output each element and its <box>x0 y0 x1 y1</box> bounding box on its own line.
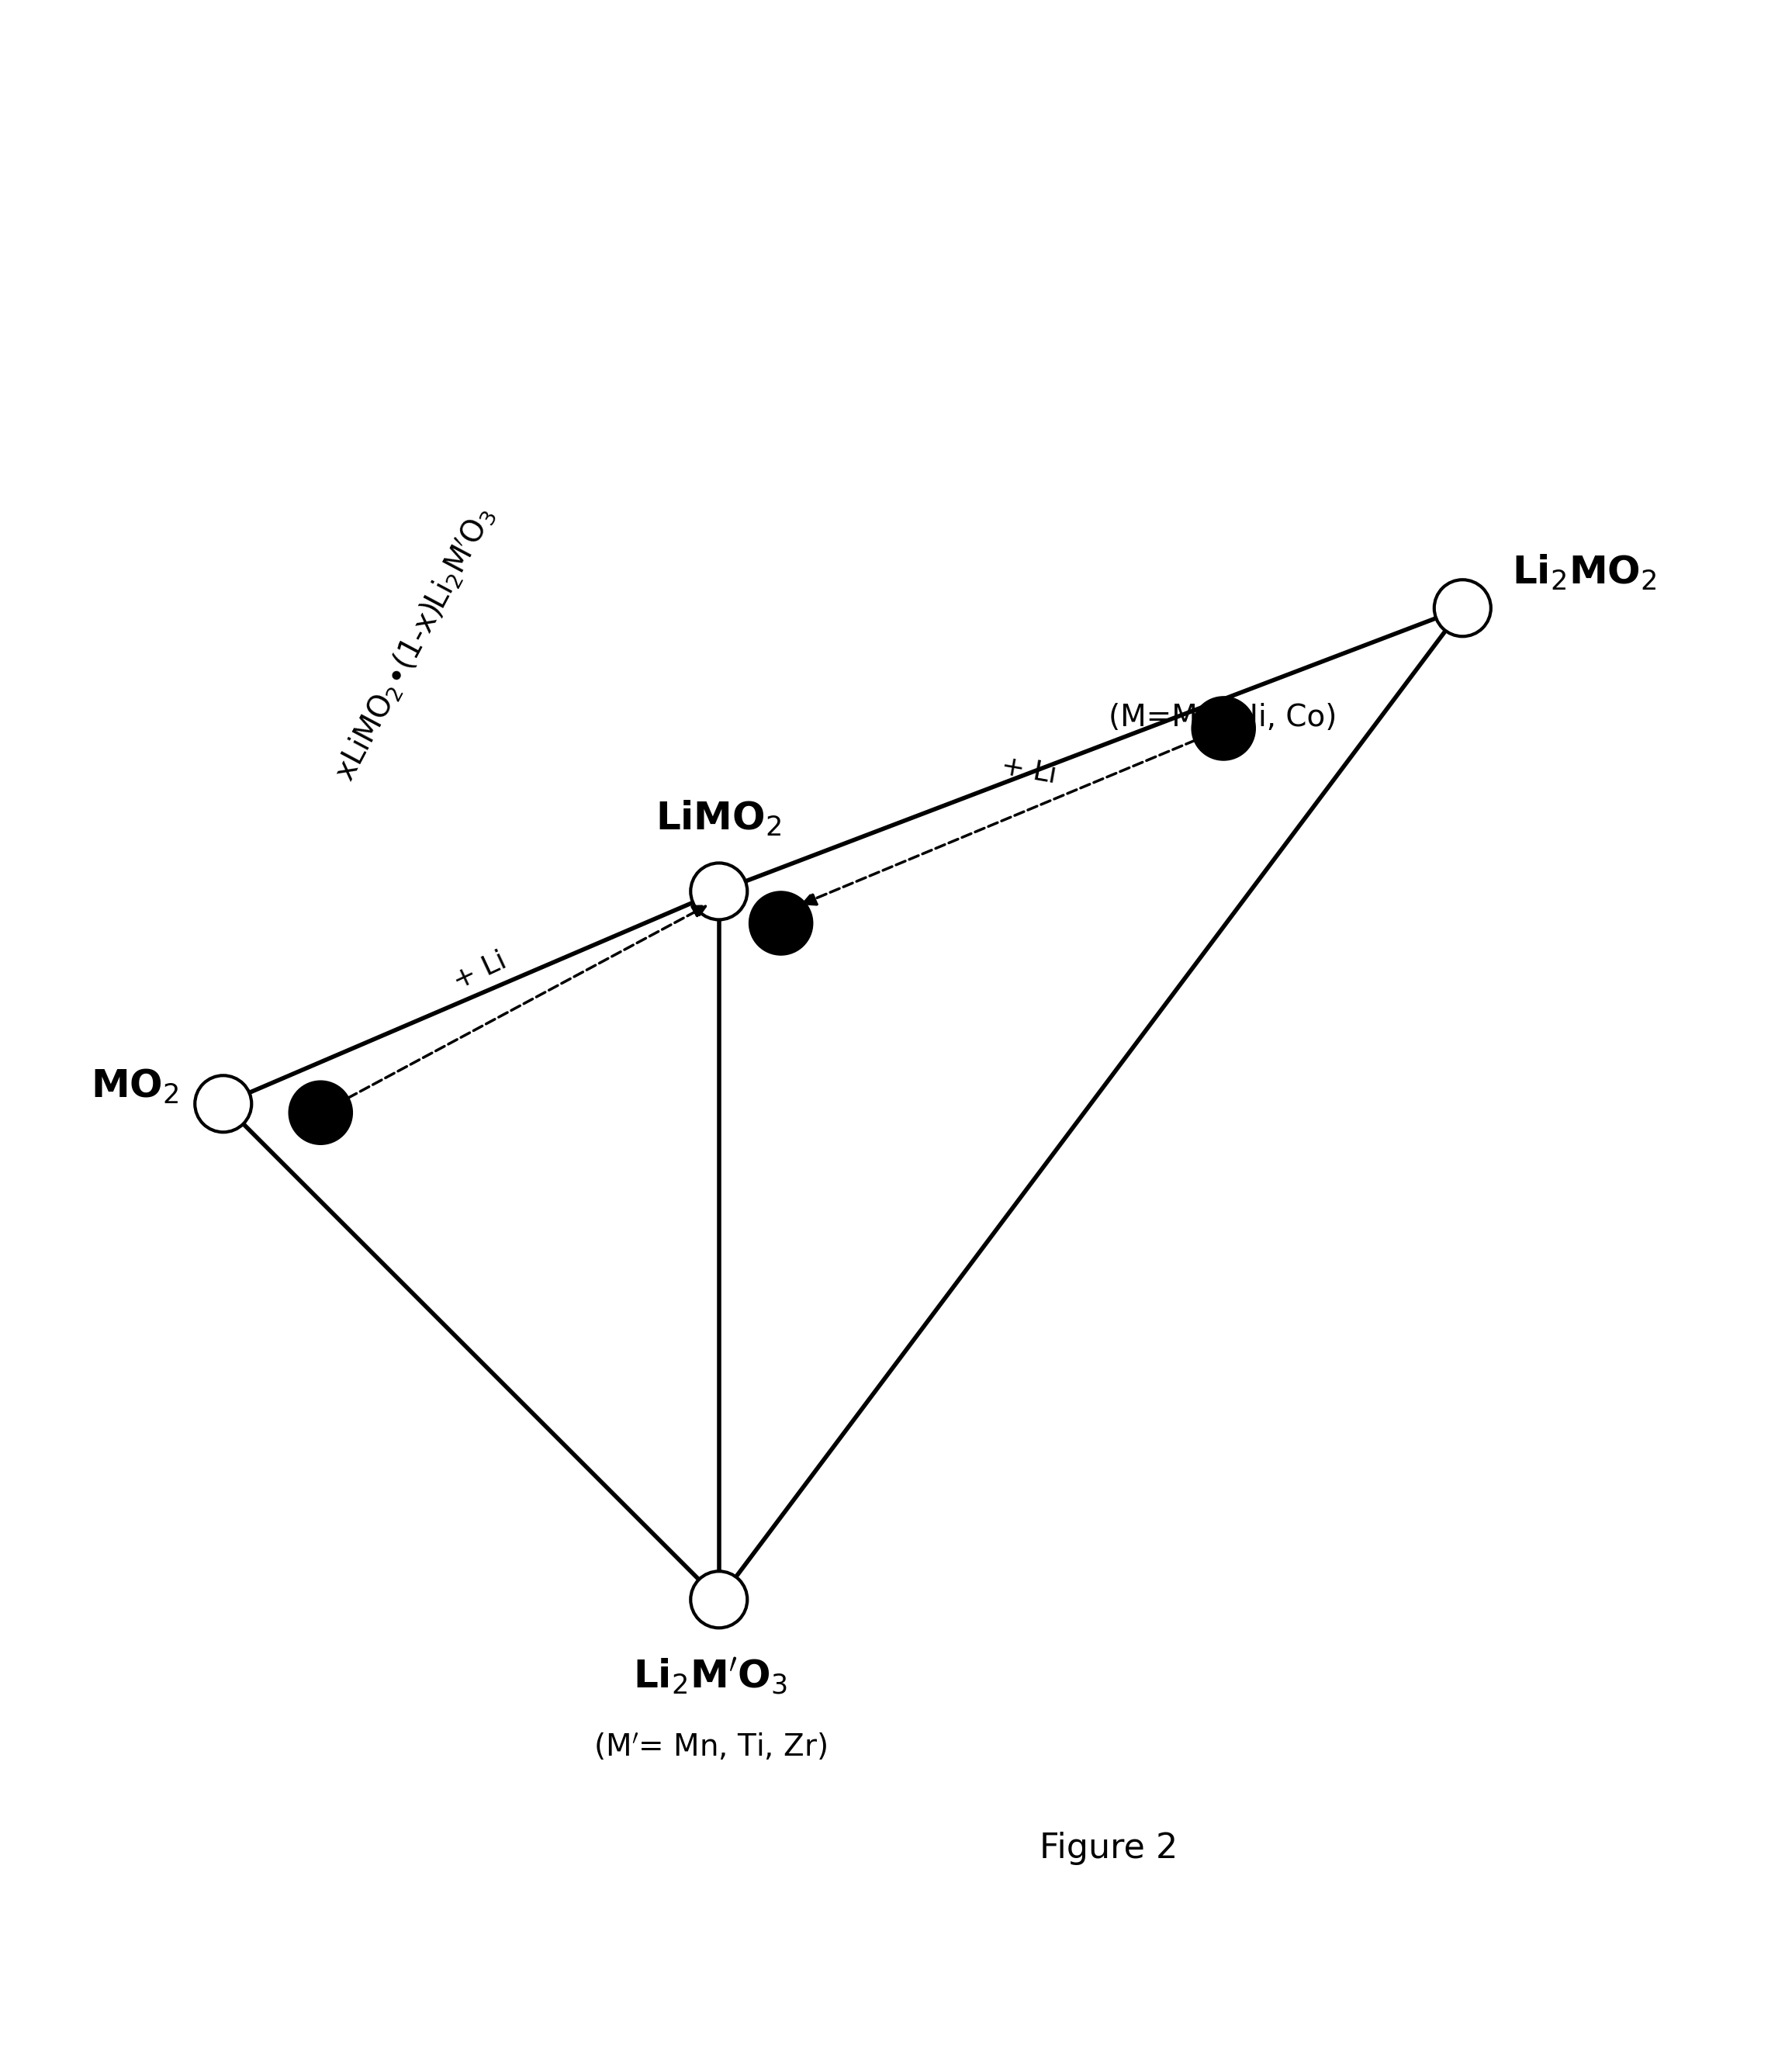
Circle shape <box>690 864 747 919</box>
Text: xLiMO$_2$$\bullet$(1-x)Li$_2$M$'$O$_3$: xLiMO$_2$$\bullet$(1-x)Li$_2$M$'$O$_3$ <box>330 502 500 785</box>
Text: Li$_2$M$'$O$_3$: Li$_2$M$'$O$_3$ <box>633 1657 787 1696</box>
Text: + Li: + Li <box>998 754 1059 789</box>
Circle shape <box>1192 696 1256 760</box>
Text: (M$'$= Mn, Ti, Zr): (M$'$= Mn, Ti, Zr) <box>593 1733 826 1762</box>
Circle shape <box>195 1076 251 1132</box>
Text: MO$_2$: MO$_2$ <box>91 1066 179 1105</box>
Text: (M=Mn, Ni, Co): (M=Mn, Ni, Co) <box>1109 702 1337 731</box>
Circle shape <box>749 890 814 954</box>
Text: LiMO$_2$: LiMO$_2$ <box>656 800 781 839</box>
Text: Figure 2: Figure 2 <box>1039 1833 1177 1866</box>
Circle shape <box>1434 581 1491 636</box>
Text: Li$_2$MO$_2$: Li$_2$MO$_2$ <box>1512 554 1658 593</box>
Circle shape <box>289 1081 353 1145</box>
Circle shape <box>690 1572 747 1628</box>
Text: + Li: + Li <box>450 948 511 996</box>
